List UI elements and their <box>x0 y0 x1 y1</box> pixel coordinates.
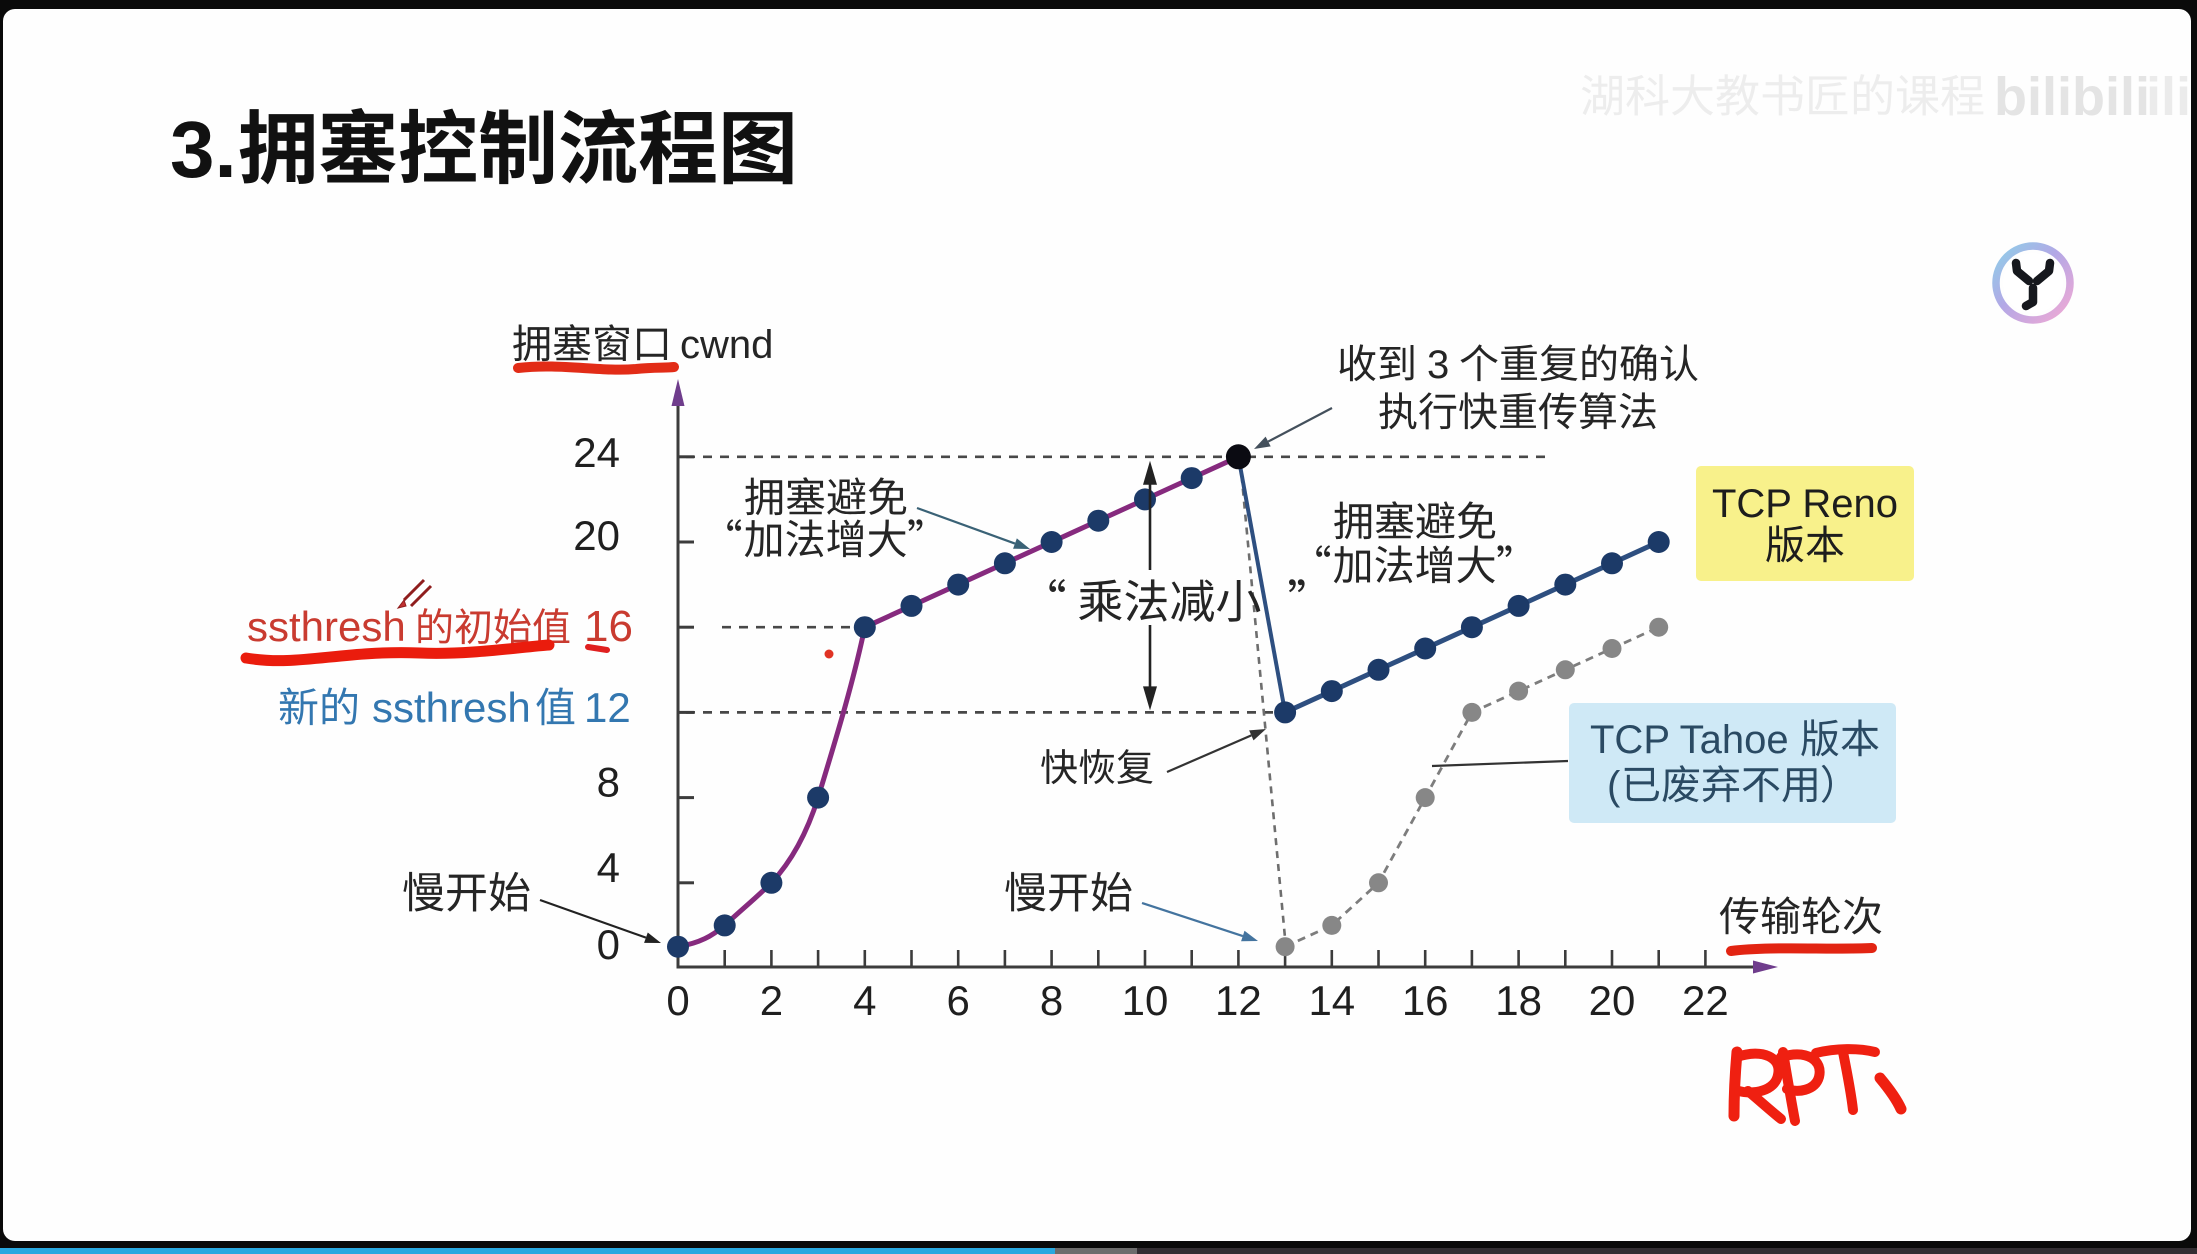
svg-text:TCP Tahoe: TCP Tahoe <box>1590 718 1789 762</box>
svg-text:2: 2 <box>760 977 783 1024</box>
svg-text:ili: ili <box>2146 67 2191 127</box>
svg-text:16: 16 <box>1402 977 1449 1024</box>
svg-text:12: 12 <box>1215 977 1262 1024</box>
svg-text:TCP Reno: TCP Reno <box>1712 482 1898 526</box>
svg-text:24: 24 <box>573 429 620 476</box>
svg-text:16: 16 <box>584 602 633 651</box>
svg-text:ssthresh: ssthresh <box>247 603 406 650</box>
svg-text:0: 0 <box>666 977 689 1024</box>
svg-text:12: 12 <box>584 684 631 731</box>
svg-text:18: 18 <box>1495 977 1542 1024</box>
svg-text:20: 20 <box>573 512 620 559</box>
svg-text:22: 22 <box>1682 977 1729 1024</box>
svg-text:14: 14 <box>1308 977 1355 1024</box>
svg-text:8: 8 <box>597 759 620 806</box>
svg-text:3.: 3. <box>170 105 237 194</box>
svg-text:cwnd: cwnd <box>680 323 773 367</box>
svg-text:4: 4 <box>597 844 620 891</box>
svg-text:20: 20 <box>1589 977 1636 1024</box>
svg-text:(: ( <box>1607 764 1621 808</box>
svg-text:4: 4 <box>853 977 876 1024</box>
svg-text:3: 3 <box>1427 343 1449 387</box>
svg-text:10: 10 <box>1122 977 1169 1024</box>
svg-text:8: 8 <box>1040 977 1063 1024</box>
svg-text:0: 0 <box>597 921 620 968</box>
svg-text:6: 6 <box>947 977 970 1024</box>
svg-text:bilibili: bilibili <box>1994 67 2150 127</box>
svg-text:ssthresh: ssthresh <box>372 684 531 731</box>
